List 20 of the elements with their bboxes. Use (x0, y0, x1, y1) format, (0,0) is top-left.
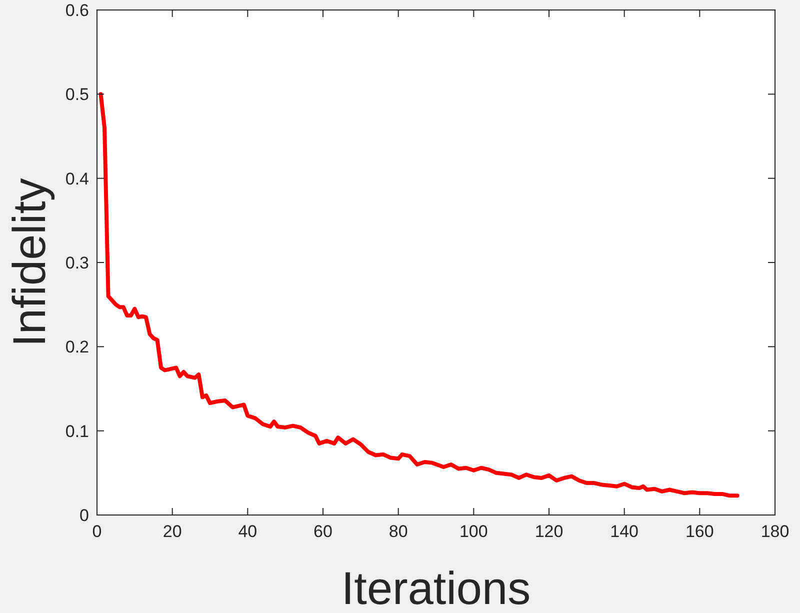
x-tick-label: 60 (314, 522, 332, 541)
x-tick-label: 100 (459, 522, 488, 541)
x-tick-label: 80 (388, 522, 408, 541)
y-tick-label: 0.6 (65, 0, 89, 20)
x-tick-label: 140 (610, 522, 639, 541)
y-tick-label: 0.5 (65, 85, 89, 104)
x-tick-label: 40 (238, 522, 258, 541)
x-tick-label: 180 (760, 522, 790, 541)
x-tick-label: 0 (92, 522, 102, 541)
line-series (98, 92, 740, 498)
x-tick-label: 120 (534, 522, 564, 541)
x-tick-label: 160 (685, 522, 714, 541)
x-tick-label: 20 (162, 522, 182, 541)
y-axis-title: Infidelity (3, 178, 55, 347)
y-tick-label: 0.3 (65, 253, 89, 272)
x-axis-title: Iterations (341, 562, 531, 613)
y-tick-label: 0.1 (65, 422, 89, 441)
y-tick-label: 0 (80, 506, 89, 525)
y-tick-label: 0.2 (65, 338, 89, 357)
y-tick-label: 0.4 (65, 169, 89, 188)
